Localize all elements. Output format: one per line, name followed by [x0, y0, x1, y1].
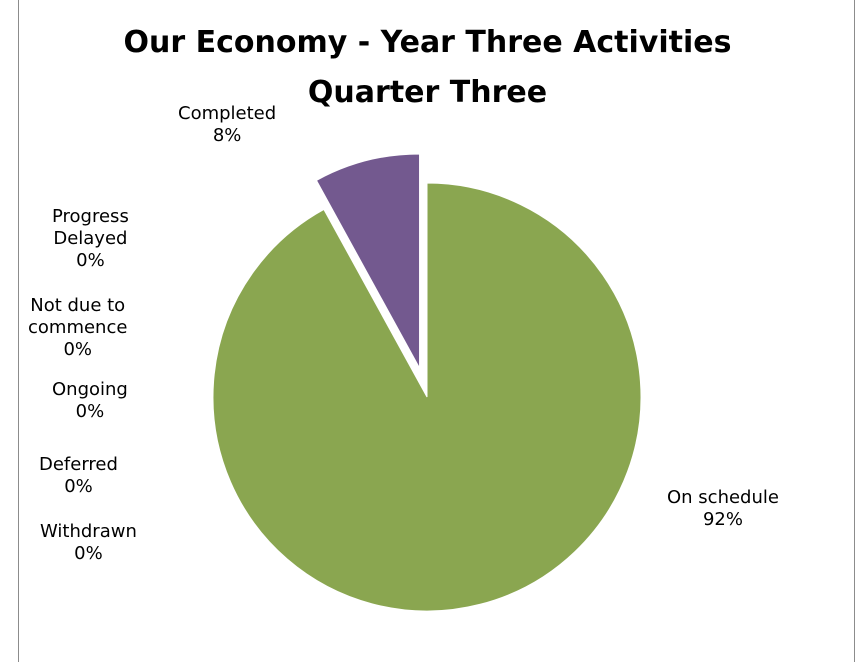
slice-name-ongoing: Ongoing: [52, 379, 128, 400]
chart-title-line-1: Our Economy - Year Three Activities: [123, 25, 732, 60]
chart-title: Our Economy - Year Three Activities Quar…: [0, 18, 855, 118]
slice-name-progress-delayed-line-1: Progress: [52, 206, 129, 227]
slice-label-withdrawn: Withdrawn 0%: [40, 521, 137, 565]
slice-name-not-due-line-2: commence: [28, 317, 128, 338]
slice-name-deferred: Deferred: [39, 454, 118, 475]
slice-percent-deferred: 0%: [64, 476, 93, 497]
slice-label-completed: Completed 8%: [178, 103, 276, 147]
slice-percent-on-schedule: 92%: [702, 509, 743, 530]
slice-name-completed: Completed: [178, 103, 277, 124]
slice-label-ongoing: Ongoing 0%: [52, 379, 128, 423]
slice-label-deferred: Deferred 0%: [39, 454, 118, 498]
slice-percent-withdrawn: 0%: [74, 543, 103, 564]
slice-percent-progress-delayed: 0%: [76, 250, 105, 271]
slice-label-progress-delayed: Progress Delayed 0%: [52, 206, 129, 272]
slice-percent-ongoing: 0%: [75, 401, 105, 422]
slice-name-not-due-line-1: Not due to: [30, 295, 126, 316]
pie-slice-on-schedule: [212, 182, 642, 612]
slice-label-not-due-to-commence: Not due to commence 0%: [28, 295, 127, 361]
slice-name-progress-delayed-line-2: Delayed: [53, 228, 128, 249]
slice-percent-not-due: 0%: [63, 339, 92, 360]
pie-slice-completed: [315, 153, 421, 369]
slice-percent-completed: 8%: [212, 125, 242, 146]
slice-name-on-schedule: On schedule: [667, 487, 779, 508]
slice-label-on-schedule: On schedule 92%: [667, 487, 779, 531]
slice-name-withdrawn: Withdrawn: [40, 521, 137, 542]
chart-title-line-2: Quarter Three: [307, 75, 548, 110]
